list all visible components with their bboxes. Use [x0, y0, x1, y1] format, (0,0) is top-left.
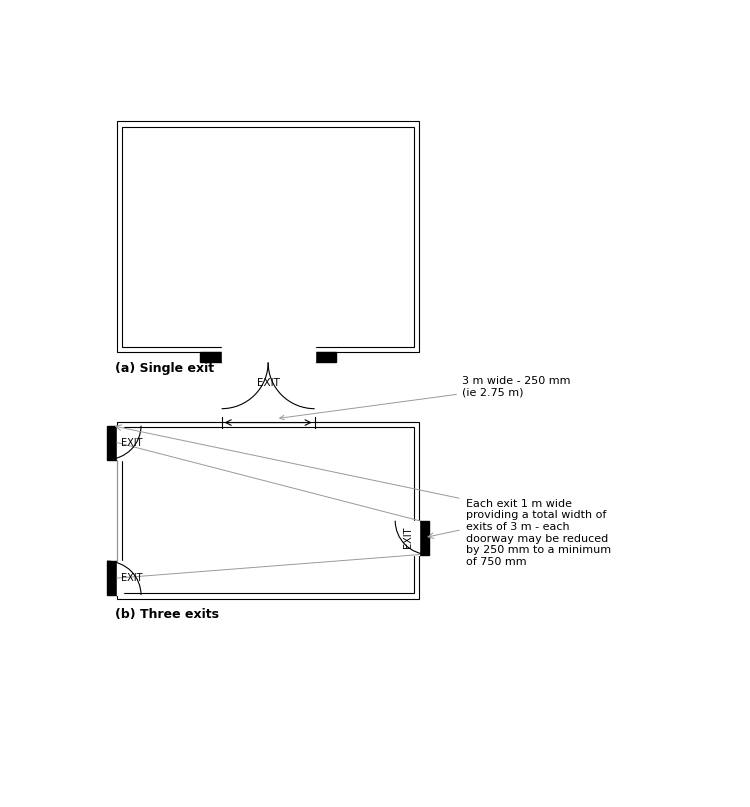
Bar [222, 345, 315, 353]
Bar [117, 561, 123, 595]
Bar [222, 353, 315, 362]
Text: Each exit 1 m wide
providing a total width of
exits of 3 m - each
doorway may be: Each exit 1 m wide providing a total wid… [466, 499, 610, 567]
Text: EXIT: EXIT [256, 378, 280, 388]
Bar [117, 422, 419, 599]
Bar [107, 425, 117, 459]
Text: 3 m wide - 250 mm
(ie 2.75 m): 3 m wide - 250 mm (ie 2.75 m) [280, 375, 570, 420]
Bar [122, 127, 414, 347]
Bar [117, 425, 123, 459]
Text: EXIT: EXIT [121, 573, 142, 583]
Text: EXIT: EXIT [121, 437, 142, 448]
Bar [419, 521, 429, 554]
Bar [107, 561, 117, 595]
Bar [122, 427, 414, 593]
Bar [413, 521, 419, 554]
Text: (a) Single exit: (a) Single exit [116, 362, 214, 374]
Text: EXIT: EXIT [403, 527, 412, 549]
Bar [315, 353, 336, 362]
Text: (b) Three exits: (b) Three exits [116, 608, 220, 621]
Bar [117, 122, 419, 353]
Bar [200, 353, 222, 362]
